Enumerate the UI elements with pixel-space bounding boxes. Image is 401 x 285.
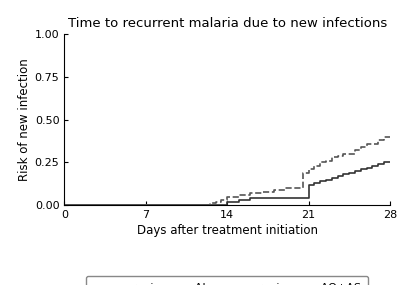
Legend: regimen = AL, regimen = AQ+AS: regimen = AL, regimen = AQ+AS — [86, 276, 367, 285]
X-axis label: Days after treatment initiation: Days after treatment initiation — [136, 224, 317, 237]
Title: Time to recurrent malaria due to new infections: Time to recurrent malaria due to new inf… — [67, 17, 386, 30]
Y-axis label: Risk of new infection: Risk of new infection — [18, 58, 30, 181]
